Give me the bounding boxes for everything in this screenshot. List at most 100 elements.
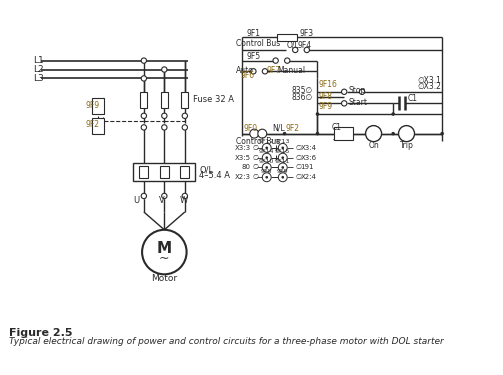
Text: ∅: ∅ [295,174,301,180]
Bar [140,92,147,108]
Text: ∅X3.2: ∅X3.2 [417,82,441,91]
Circle shape [141,193,146,199]
Circle shape [266,147,268,149]
Text: 9F5: 9F5 [246,52,261,61]
Text: 191: 191 [301,165,314,171]
Text: L3: L3 [33,74,44,83]
Text: C1: C1 [407,93,417,102]
Bar [92,98,104,114]
Circle shape [142,230,187,274]
Circle shape [262,173,271,182]
Text: L2: L2 [33,65,44,74]
Bar [160,166,169,178]
Text: Figure 2.5: Figure 2.5 [9,328,72,338]
Circle shape [141,76,146,81]
Circle shape [161,125,167,130]
Text: Auto: Auto [235,66,254,75]
Text: ∅: ∅ [253,145,259,151]
Circle shape [161,193,167,199]
Circle shape [141,113,146,118]
Text: ∅X3.1: ∅X3.1 [417,76,441,85]
Bar [92,118,104,134]
Circle shape [316,132,319,135]
Text: 9F11: 9F11 [275,159,290,164]
Circle shape [281,176,284,178]
Text: 9F6: 9F6 [240,71,254,80]
Circle shape [283,132,286,135]
Circle shape [262,69,268,74]
Text: 9F2: 9F2 [285,124,299,133]
Text: 9F1: 9F1 [246,28,260,38]
Circle shape [278,173,287,182]
Text: Control Bus: Control Bus [235,39,280,48]
Text: 9F7: 9F7 [267,66,281,75]
Bar [333,128,353,140]
Circle shape [440,132,444,135]
Circle shape [250,129,259,138]
Text: X3:3: X3:3 [234,145,250,151]
Bar [139,166,148,178]
Text: 9F10: 9F10 [259,159,275,164]
Text: 9F4: 9F4 [298,41,312,50]
Circle shape [391,132,395,135]
Text: Control Bus: Control Bus [235,137,280,146]
Text: Trip: Trip [399,141,413,150]
Text: Typical electrical drawing of power and control circuits for a three-phase motor: Typical electrical drawing of power and … [9,338,443,346]
Circle shape [281,147,284,149]
Text: 9F13: 9F13 [275,139,291,144]
Bar [181,166,189,178]
Circle shape [278,163,287,172]
Text: N/L: N/L [272,124,285,133]
Circle shape [141,125,146,130]
Circle shape [285,58,290,63]
Text: 835∅: 835∅ [292,86,313,95]
Text: 9F8: 9F8 [261,168,273,174]
Bar [133,163,196,181]
Circle shape [278,153,287,162]
Text: ∅: ∅ [253,165,259,171]
Text: 9F9: 9F9 [277,168,289,174]
Text: 9F8: 9F8 [318,92,332,101]
Text: L1: L1 [33,56,44,65]
Text: C1: C1 [332,123,342,132]
Bar [161,92,168,108]
Circle shape [141,58,146,63]
Circle shape [342,89,347,94]
Circle shape [262,153,271,162]
Text: O/L: O/L [286,41,299,50]
Text: 9F15: 9F15 [275,149,290,154]
Text: On: On [368,141,379,150]
Text: Manual: Manual [278,66,305,75]
Text: ∅: ∅ [295,165,301,171]
Text: V: V [159,196,164,205]
Circle shape [316,112,319,116]
Circle shape [359,89,365,94]
Text: ∅: ∅ [253,174,259,180]
Circle shape [366,126,382,142]
Circle shape [182,113,188,118]
Text: ~: ~ [159,252,170,265]
Text: 9F9: 9F9 [318,102,332,111]
Circle shape [182,125,188,130]
Text: 80: 80 [242,165,250,171]
Text: 9F9: 9F9 [86,100,100,109]
Text: U: U [134,196,140,205]
Text: Motor: Motor [151,274,178,283]
Circle shape [250,69,256,74]
Text: 4–5.4 A: 4–5.4 A [199,171,230,180]
Circle shape [258,129,267,138]
Text: ∅: ∅ [295,145,301,151]
Text: M: M [157,241,172,256]
Text: 9F16: 9F16 [318,80,337,89]
Circle shape [266,176,268,178]
Text: X2:3: X2:3 [235,174,250,180]
Circle shape [281,166,284,169]
Text: 9F14: 9F14 [259,149,275,154]
Circle shape [281,156,284,159]
Text: O/L: O/L [199,166,213,175]
Circle shape [266,156,268,159]
Text: W: W [180,196,188,205]
Circle shape [161,67,167,72]
Text: X2:4: X2:4 [301,174,316,180]
Circle shape [293,47,298,53]
